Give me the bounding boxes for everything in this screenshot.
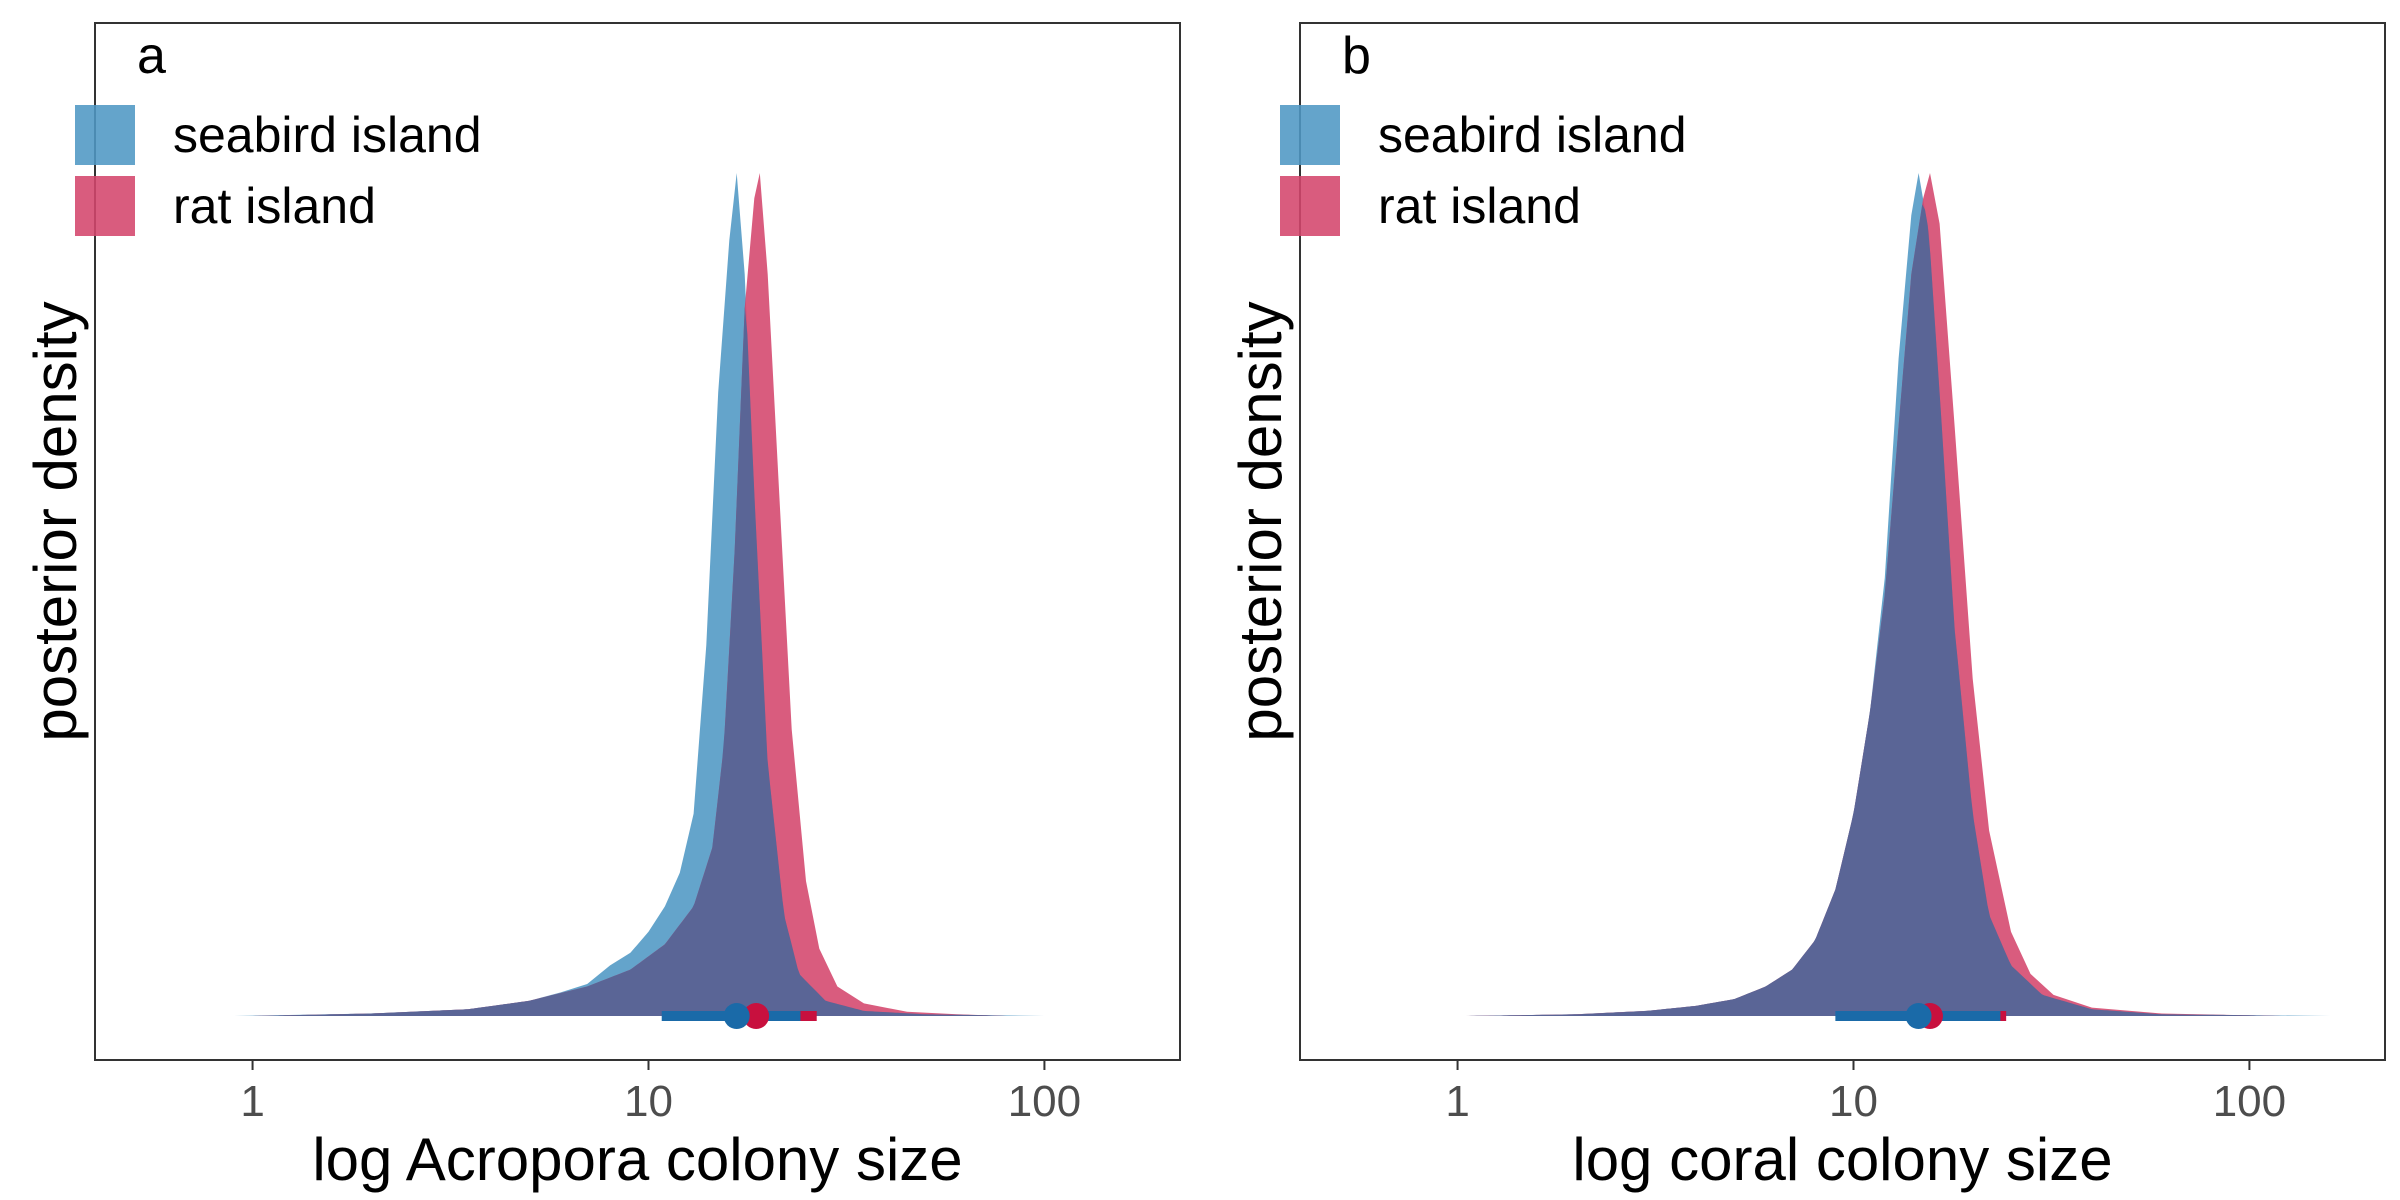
plot-area (94, 22, 1181, 1061)
x-tick-label: 10 (1829, 1077, 1878, 1126)
panel-label: a (137, 27, 166, 85)
panel-label: b (1342, 27, 1371, 85)
x-axis-title: log Acropora colony size (312, 1126, 962, 1193)
x-tick-label: 100 (1008, 1077, 1081, 1126)
legend-swatch-seabird (1280, 105, 1340, 165)
legend: seabird island rat island (75, 105, 482, 236)
x-tick-label: 10 (624, 1077, 673, 1126)
y-axis-title: posterior density (22, 301, 89, 741)
x-tick-label: 100 (2213, 1077, 2286, 1126)
legend-swatch-rat (1280, 176, 1340, 236)
chart-marks (234, 173, 1045, 1029)
legend: seabird island rat island (1280, 105, 1687, 236)
x-axis-title: log coral colony size (1572, 1126, 2112, 1193)
legend-label-rat: rat island (1378, 178, 1581, 234)
legend-label-seabird: seabird island (173, 107, 482, 163)
legend-swatch-seabird (75, 105, 135, 165)
x-tick-label: 1 (1445, 1077, 1469, 1126)
legend-label-seabird: seabird island (1378, 107, 1687, 163)
y-axis-title: posterior density (1227, 301, 1294, 741)
density-overlap (1465, 204, 2281, 1016)
point-estimate-rat (743, 1003, 770, 1029)
point-estimate-seabird (723, 1003, 750, 1029)
panel-b: 1 10 100 log coral colony size posterior den… (1227, 22, 2386, 1193)
x-tick-label: 1 (240, 1077, 264, 1126)
panel-a: 1 10 100 log Acropora colony size posterior … (22, 22, 1181, 1193)
point-estimate-seabird (1905, 1003, 1932, 1029)
chart-marks (1465, 173, 2331, 1029)
legend-label-rat: rat island (173, 178, 376, 234)
legend-swatch-rat (75, 176, 135, 236)
